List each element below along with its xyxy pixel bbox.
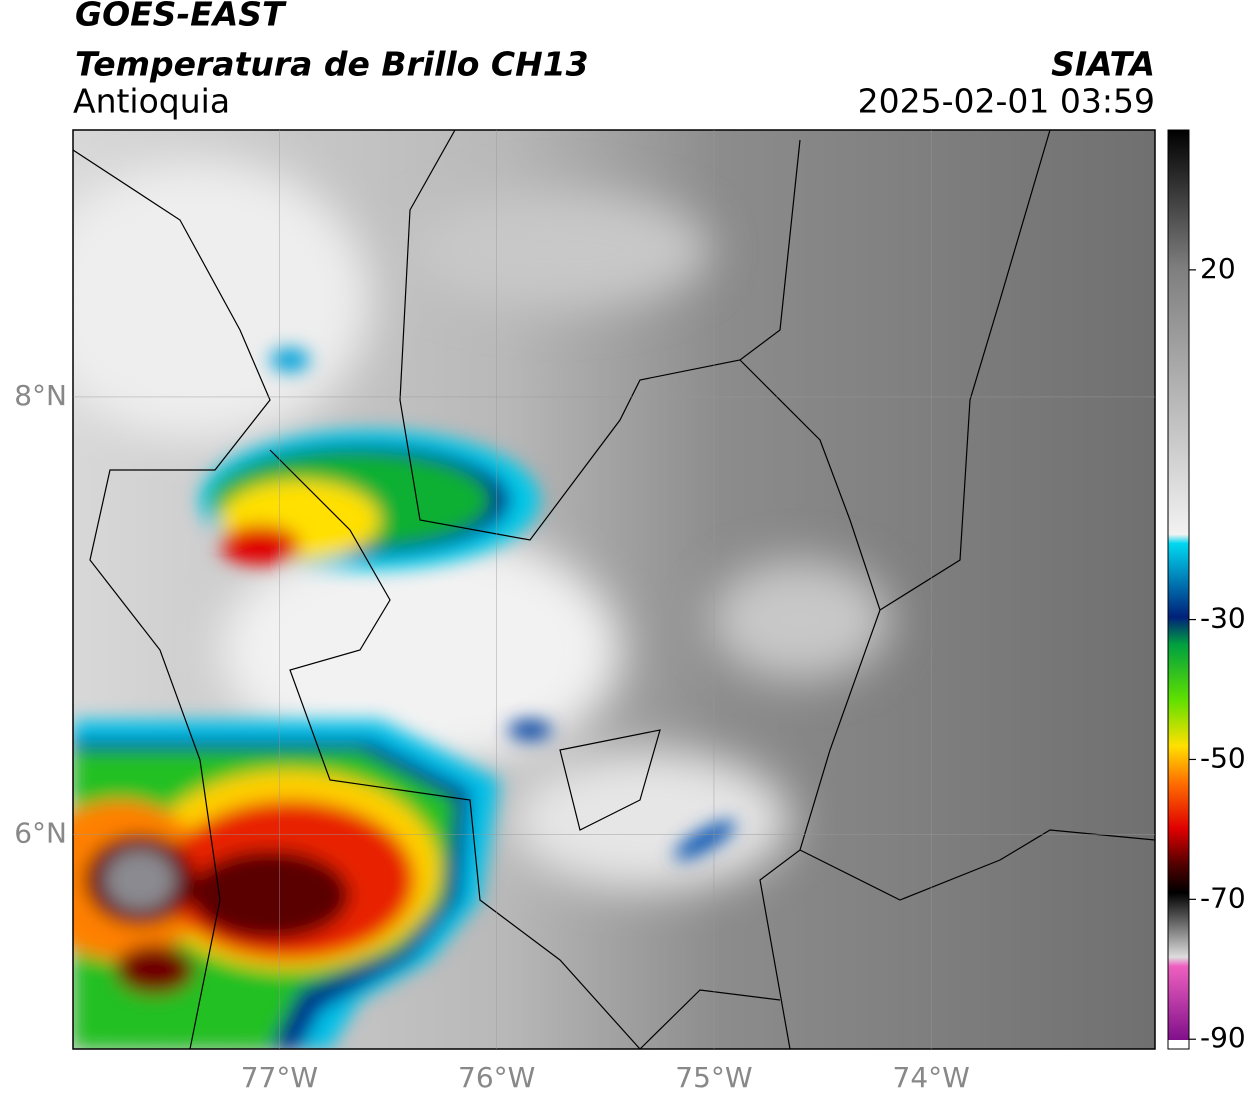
colorbar-tick-label: -30 (1200, 602, 1246, 635)
colorbar-tick-label: -70 (1200, 881, 1246, 914)
y-tick-label: 6°N (14, 817, 67, 850)
datetime: 2025-02-01 03:59 (858, 82, 1155, 121)
x-tick-label: 75°W (675, 1061, 752, 1094)
satellite-image (73, 130, 1155, 1049)
x-tick-label: 76°W (458, 1061, 535, 1094)
x-tick-label: 74°W (893, 1061, 970, 1094)
borders (73, 130, 1155, 1049)
colorbar-tick-label: -50 (1200, 741, 1246, 774)
colorbar-tick-label: 20 (1200, 252, 1236, 285)
source: SIATA (1051, 45, 1155, 84)
map-frame (72, 129, 1156, 1050)
x-tick-label: 77°W (241, 1061, 318, 1094)
colorbar-tick-label: -90 (1200, 1021, 1246, 1054)
region: Antioquia (73, 82, 230, 121)
colorbar (1167, 129, 1190, 1050)
y-tick-label: 8°N (14, 379, 67, 412)
subtitle: Temperatura de Brillo CH13 (75, 45, 589, 84)
title: GOES-EAST (75, 0, 287, 34)
